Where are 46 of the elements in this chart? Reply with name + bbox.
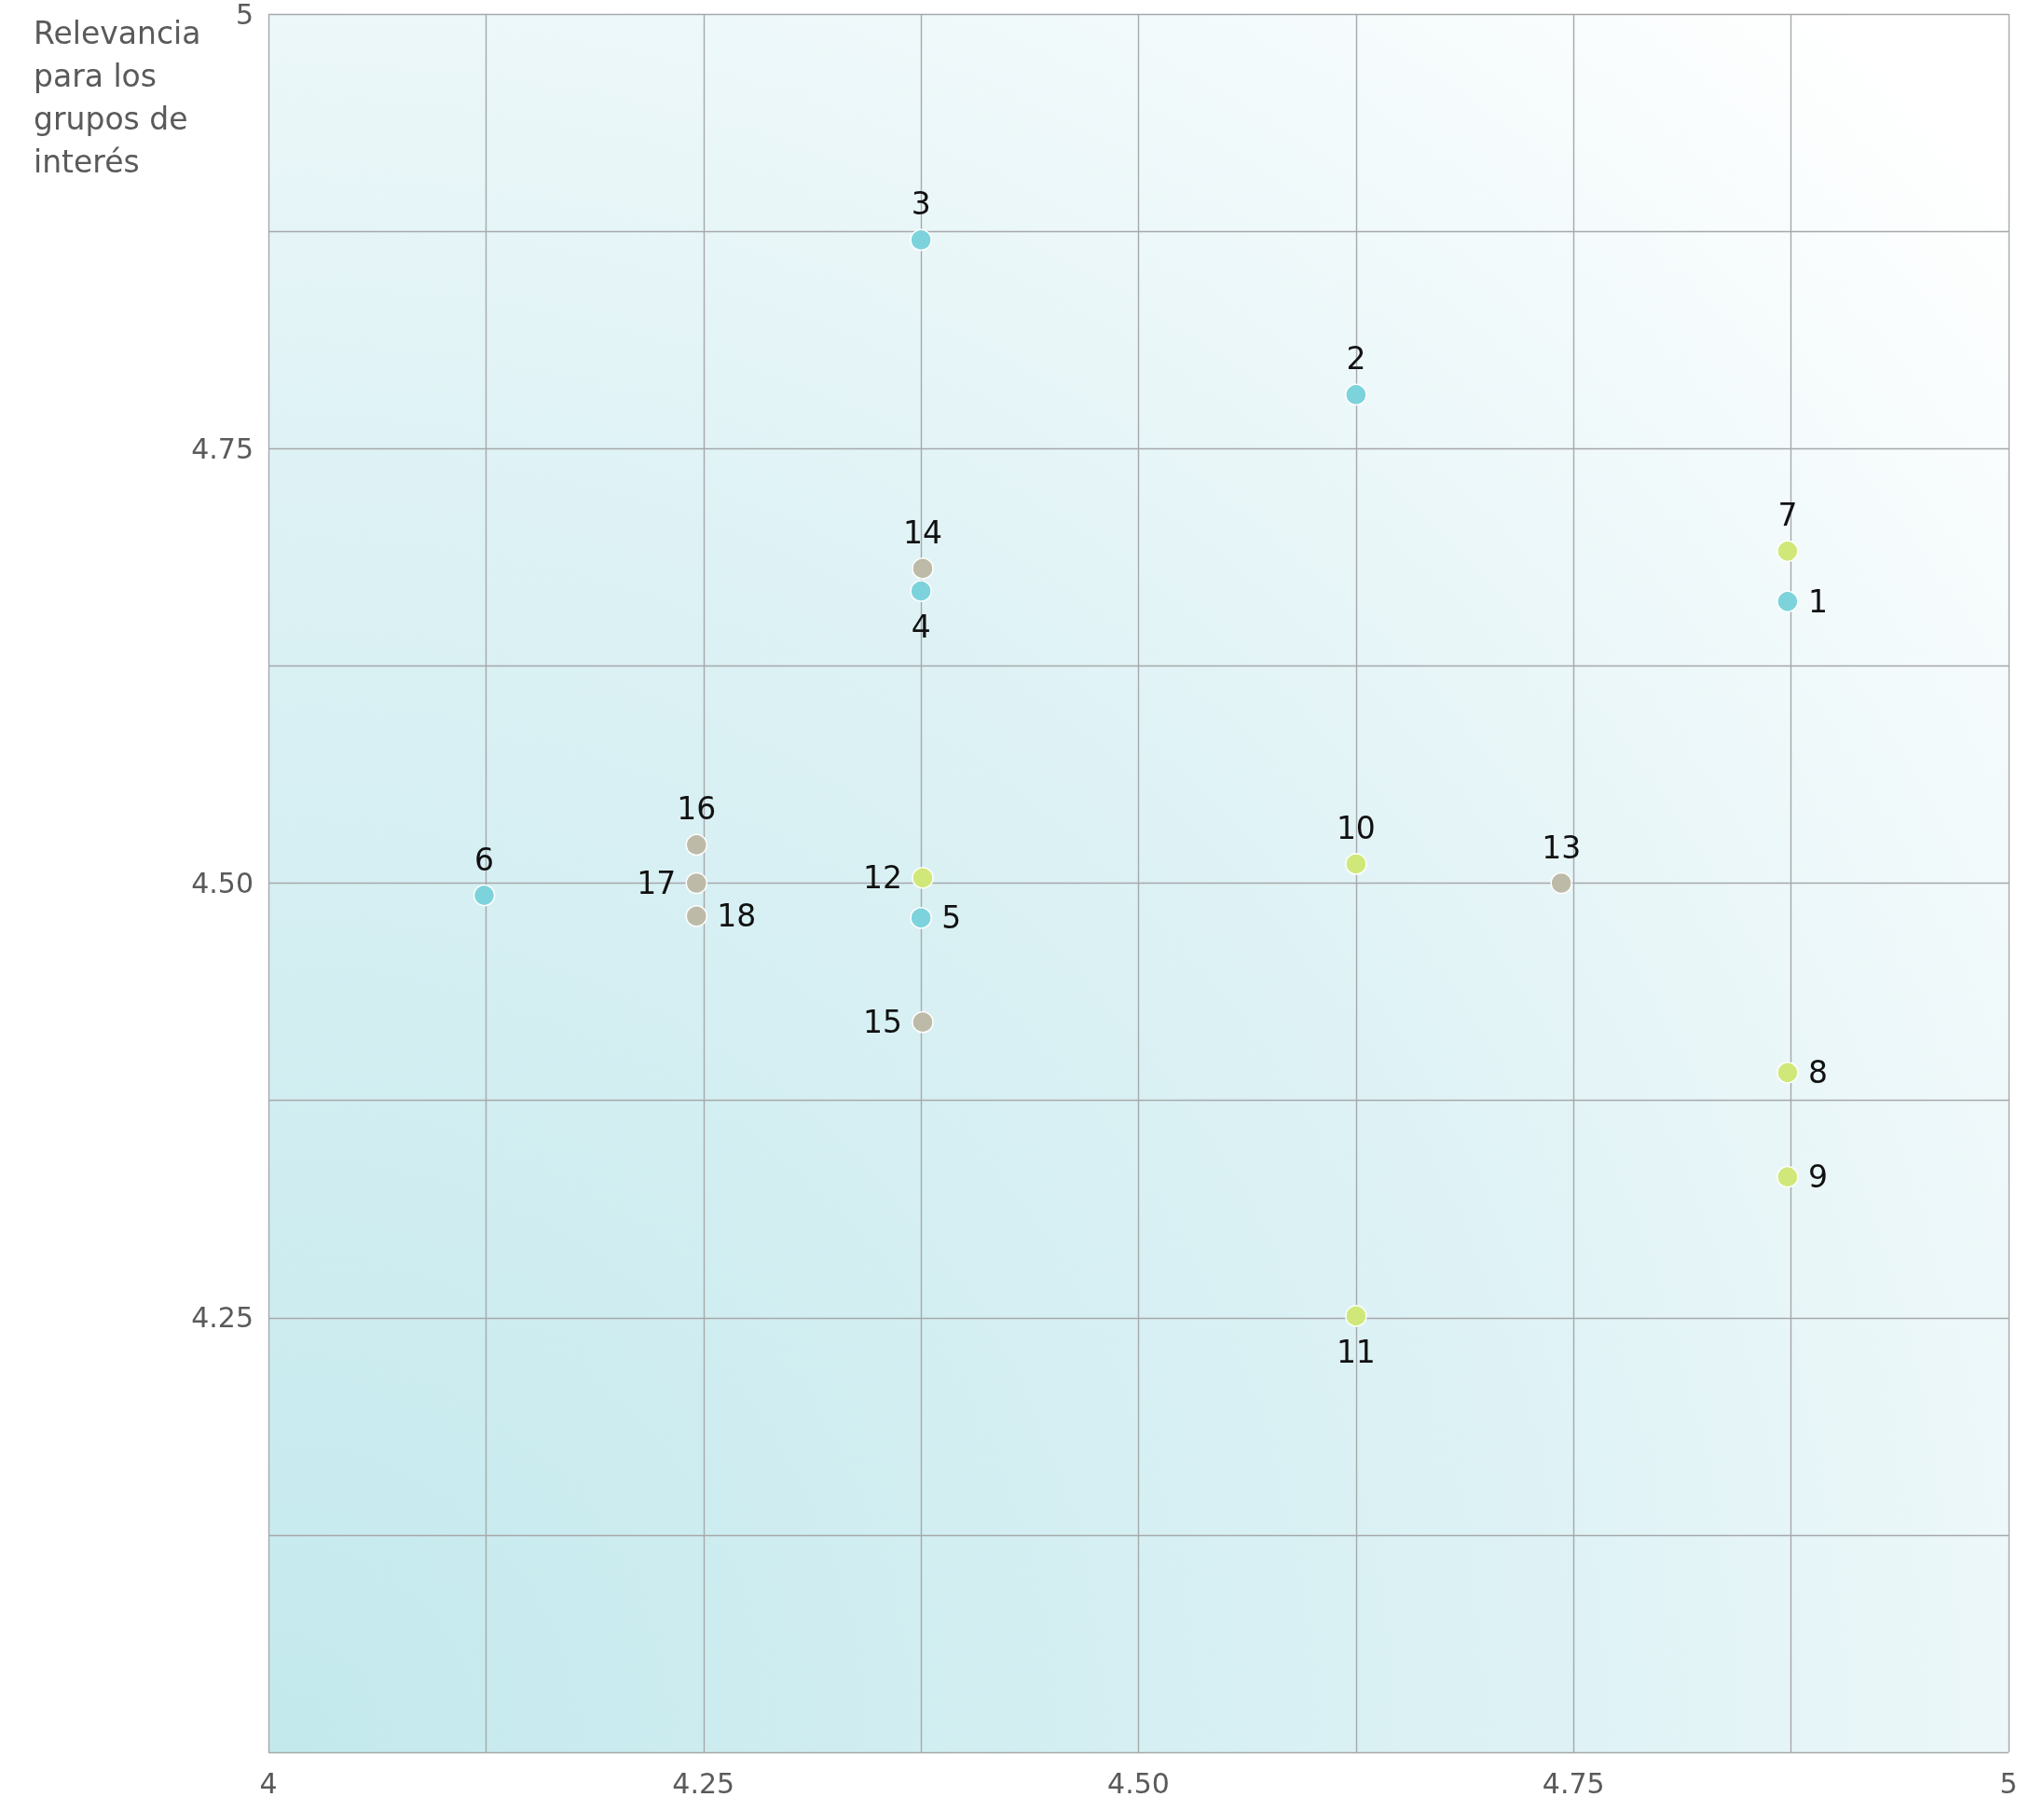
annotation: 12 xyxy=(862,859,902,897)
point xyxy=(473,884,496,907)
annotation: 3 xyxy=(911,185,931,223)
annotation: 1 xyxy=(1807,583,1828,620)
point xyxy=(1776,1062,1799,1084)
point xyxy=(1776,1165,1799,1188)
point xyxy=(1776,540,1799,563)
x-tick-label: 4.25 xyxy=(672,1766,735,1797)
annotation: 13 xyxy=(1542,829,1582,866)
x-tick-label: 4.75 xyxy=(1542,1766,1605,1797)
point xyxy=(1345,1305,1367,1327)
annotation: 18 xyxy=(717,898,757,935)
annotation: 15 xyxy=(862,1004,902,1041)
x-tick-label: 5 xyxy=(1999,1766,2018,1797)
point xyxy=(912,1010,934,1034)
y-tick-label: 4.25 xyxy=(191,1301,254,1335)
point xyxy=(1776,590,1799,613)
y-tick-label: 5 xyxy=(235,0,254,31)
point xyxy=(685,905,708,927)
annotation: 5 xyxy=(941,899,962,937)
point xyxy=(910,580,932,602)
annotation: 11 xyxy=(1336,1333,1376,1370)
annotation: 4 xyxy=(911,609,931,646)
y-tick-label: 4.75 xyxy=(191,432,254,465)
point xyxy=(685,833,708,857)
annotation: 6 xyxy=(474,841,495,878)
x-tick-label: 4.50 xyxy=(1107,1766,1170,1797)
y-axis-title: Relevancia para los grupos de interés xyxy=(34,14,211,180)
annotation: 10 xyxy=(1336,809,1376,846)
annotation: 7 xyxy=(1777,497,1798,534)
annotation: 17 xyxy=(637,865,677,901)
annotation: 9 xyxy=(1807,1159,1828,1196)
y-tick-label: 4.50 xyxy=(191,867,254,899)
annotation: 8 xyxy=(1807,1054,1828,1091)
point xyxy=(1550,871,1572,895)
x-tick-label: 4 xyxy=(259,1766,278,1797)
point xyxy=(912,557,934,580)
point xyxy=(1345,383,1367,406)
point xyxy=(910,228,932,252)
annotation: 16 xyxy=(677,790,717,828)
point xyxy=(685,871,708,895)
point xyxy=(912,867,934,889)
annotation: 14 xyxy=(902,514,942,551)
point xyxy=(1345,853,1367,875)
point xyxy=(910,907,932,929)
annotation: 2 xyxy=(1346,340,1366,377)
